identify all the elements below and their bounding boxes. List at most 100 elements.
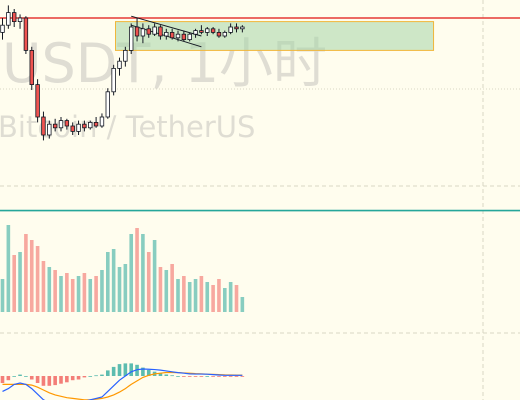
volume-bar [211, 285, 215, 312]
volume-bar [12, 255, 16, 312]
volume-bar [193, 279, 198, 312]
volume-bar [18, 252, 22, 312]
candle-body [58, 120, 64, 129]
volume-bar [111, 249, 116, 312]
volume-bar [164, 270, 169, 312]
macd-histogram-bar [12, 376, 16, 377]
candle-body [193, 30, 198, 35]
macd-histogram-bar [176, 376, 180, 377]
macd-histogram-bar [146, 369, 151, 376]
volume-bar [234, 285, 239, 312]
candle-body [82, 123, 87, 129]
price-zone[interactable] [115, 21, 435, 51]
volume-bar [217, 279, 221, 312]
candle-body [123, 50, 128, 62]
volume-bar [100, 270, 104, 312]
macd-histogram-bar [59, 376, 63, 384]
candle-body [88, 122, 93, 129]
candle-body [93, 122, 99, 127]
candle-body [76, 123, 81, 132]
candle-body [210, 28, 216, 33]
macd-pane [0, 363, 245, 400]
macd-histogram-bar [182, 376, 186, 377]
candle-body [0, 24, 5, 33]
candle-body [128, 26, 134, 51]
horizontal-lines[interactable] [0, 17, 520, 212]
volume-bar [146, 252, 151, 312]
volume-bar [228, 282, 233, 312]
volume-bar [117, 267, 122, 312]
macd-histogram-bar [170, 375, 174, 377]
candle-body [216, 32, 222, 37]
volume-bar [176, 279, 180, 312]
macd-histogram-bar [240, 376, 245, 377]
candle-body [164, 32, 169, 37]
macd-histogram-bar [164, 374, 169, 376]
macd-histogram-bar [234, 376, 239, 377]
candle-body [228, 26, 233, 33]
candles [0, 5, 245, 141]
volume-bar [223, 288, 227, 312]
candle-body [117, 60, 122, 69]
volume-bar [76, 276, 81, 312]
macd-histogram-bar [205, 376, 210, 377]
macd-histogram-bar [117, 364, 122, 376]
candle-body [140, 28, 146, 37]
volume-bar [59, 276, 63, 312]
volume-bar [88, 279, 93, 312]
candle-body [158, 26, 163, 37]
macd-histogram-bar [211, 376, 215, 377]
macd-histogram-bar [228, 376, 233, 377]
candle-body [234, 26, 239, 30]
candle-body [70, 125, 75, 132]
volume-bar [6, 225, 11, 312]
macd-histogram-bar [29, 376, 34, 380]
volume-bar [205, 282, 210, 312]
candle-body [105, 91, 110, 118]
volume-bar [152, 240, 157, 312]
candle-body [205, 28, 210, 33]
macd-histogram-bar [76, 376, 81, 380]
candle-body [134, 26, 140, 37]
zone-rect [115, 21, 435, 51]
candle-body [17, 17, 23, 22]
macd-histogram-bar [100, 374, 104, 376]
macd-histogram-bar [35, 376, 40, 383]
candle-body [11, 12, 17, 23]
volume-bar [141, 234, 145, 312]
macd-histogram-bar [6, 376, 11, 381]
volume-bar [24, 234, 28, 312]
volume-bar [41, 261, 46, 312]
volume-bar [123, 264, 128, 312]
candle-body [111, 68, 116, 93]
volume-bar [82, 273, 87, 312]
macd-histogram-bar [18, 374, 22, 376]
volume-bar [187, 282, 192, 312]
volume-bar [94, 276, 98, 312]
candle-body [64, 120, 70, 127]
macd-histogram-bar [217, 376, 221, 377]
candle-body [35, 84, 40, 118]
macd-histogram-bar [158, 372, 163, 376]
macd-histogram-bar [24, 376, 28, 377]
macd-histogram-bar [82, 376, 87, 378]
volume-bar [158, 267, 163, 312]
volume-bar [47, 267, 52, 312]
macd-histogram-bar [193, 376, 198, 377]
macd-histogram-bar [41, 376, 46, 386]
macd-histogram-bar [88, 376, 93, 377]
candle-body [187, 33, 192, 41]
macd-histogram-bar [0, 376, 5, 383]
candle-body [169, 32, 175, 39]
macd-histogram-bar [65, 376, 69, 383]
macd-histogram-bar [199, 376, 204, 377]
candle-body [152, 26, 157, 35]
volume-bar [106, 252, 110, 312]
volume-bar [170, 264, 174, 312]
candle-body [222, 32, 227, 37]
volume-bar [65, 273, 69, 312]
macd-histogram-bar [94, 375, 98, 377]
